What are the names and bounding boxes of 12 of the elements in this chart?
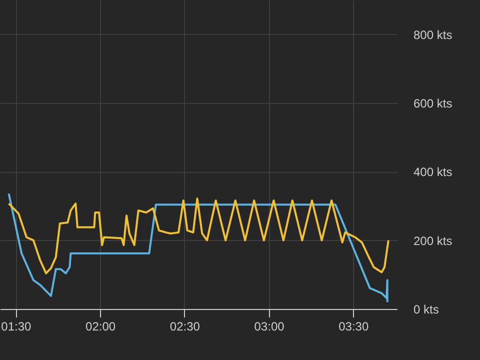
x-tick-label: 02:30 <box>170 320 200 334</box>
x-tick-label: 03:00 <box>254 320 285 334</box>
y-tick-label: 0 kts <box>414 302 439 316</box>
y-tick-label: 400 kts <box>414 165 452 180</box>
y-tick-label: 600 kts <box>414 96 452 110</box>
y-tick-label: 800 kts <box>414 28 452 42</box>
line-series <box>8 192 388 304</box>
line-series <box>8 197 390 274</box>
x-tick-label: 02:00 <box>86 320 116 334</box>
x-tick-label: 03:30 <box>338 320 369 334</box>
y-tick-label: 200 kts <box>414 234 452 248</box>
x-tick-label: 01:30 <box>1 320 32 334</box>
